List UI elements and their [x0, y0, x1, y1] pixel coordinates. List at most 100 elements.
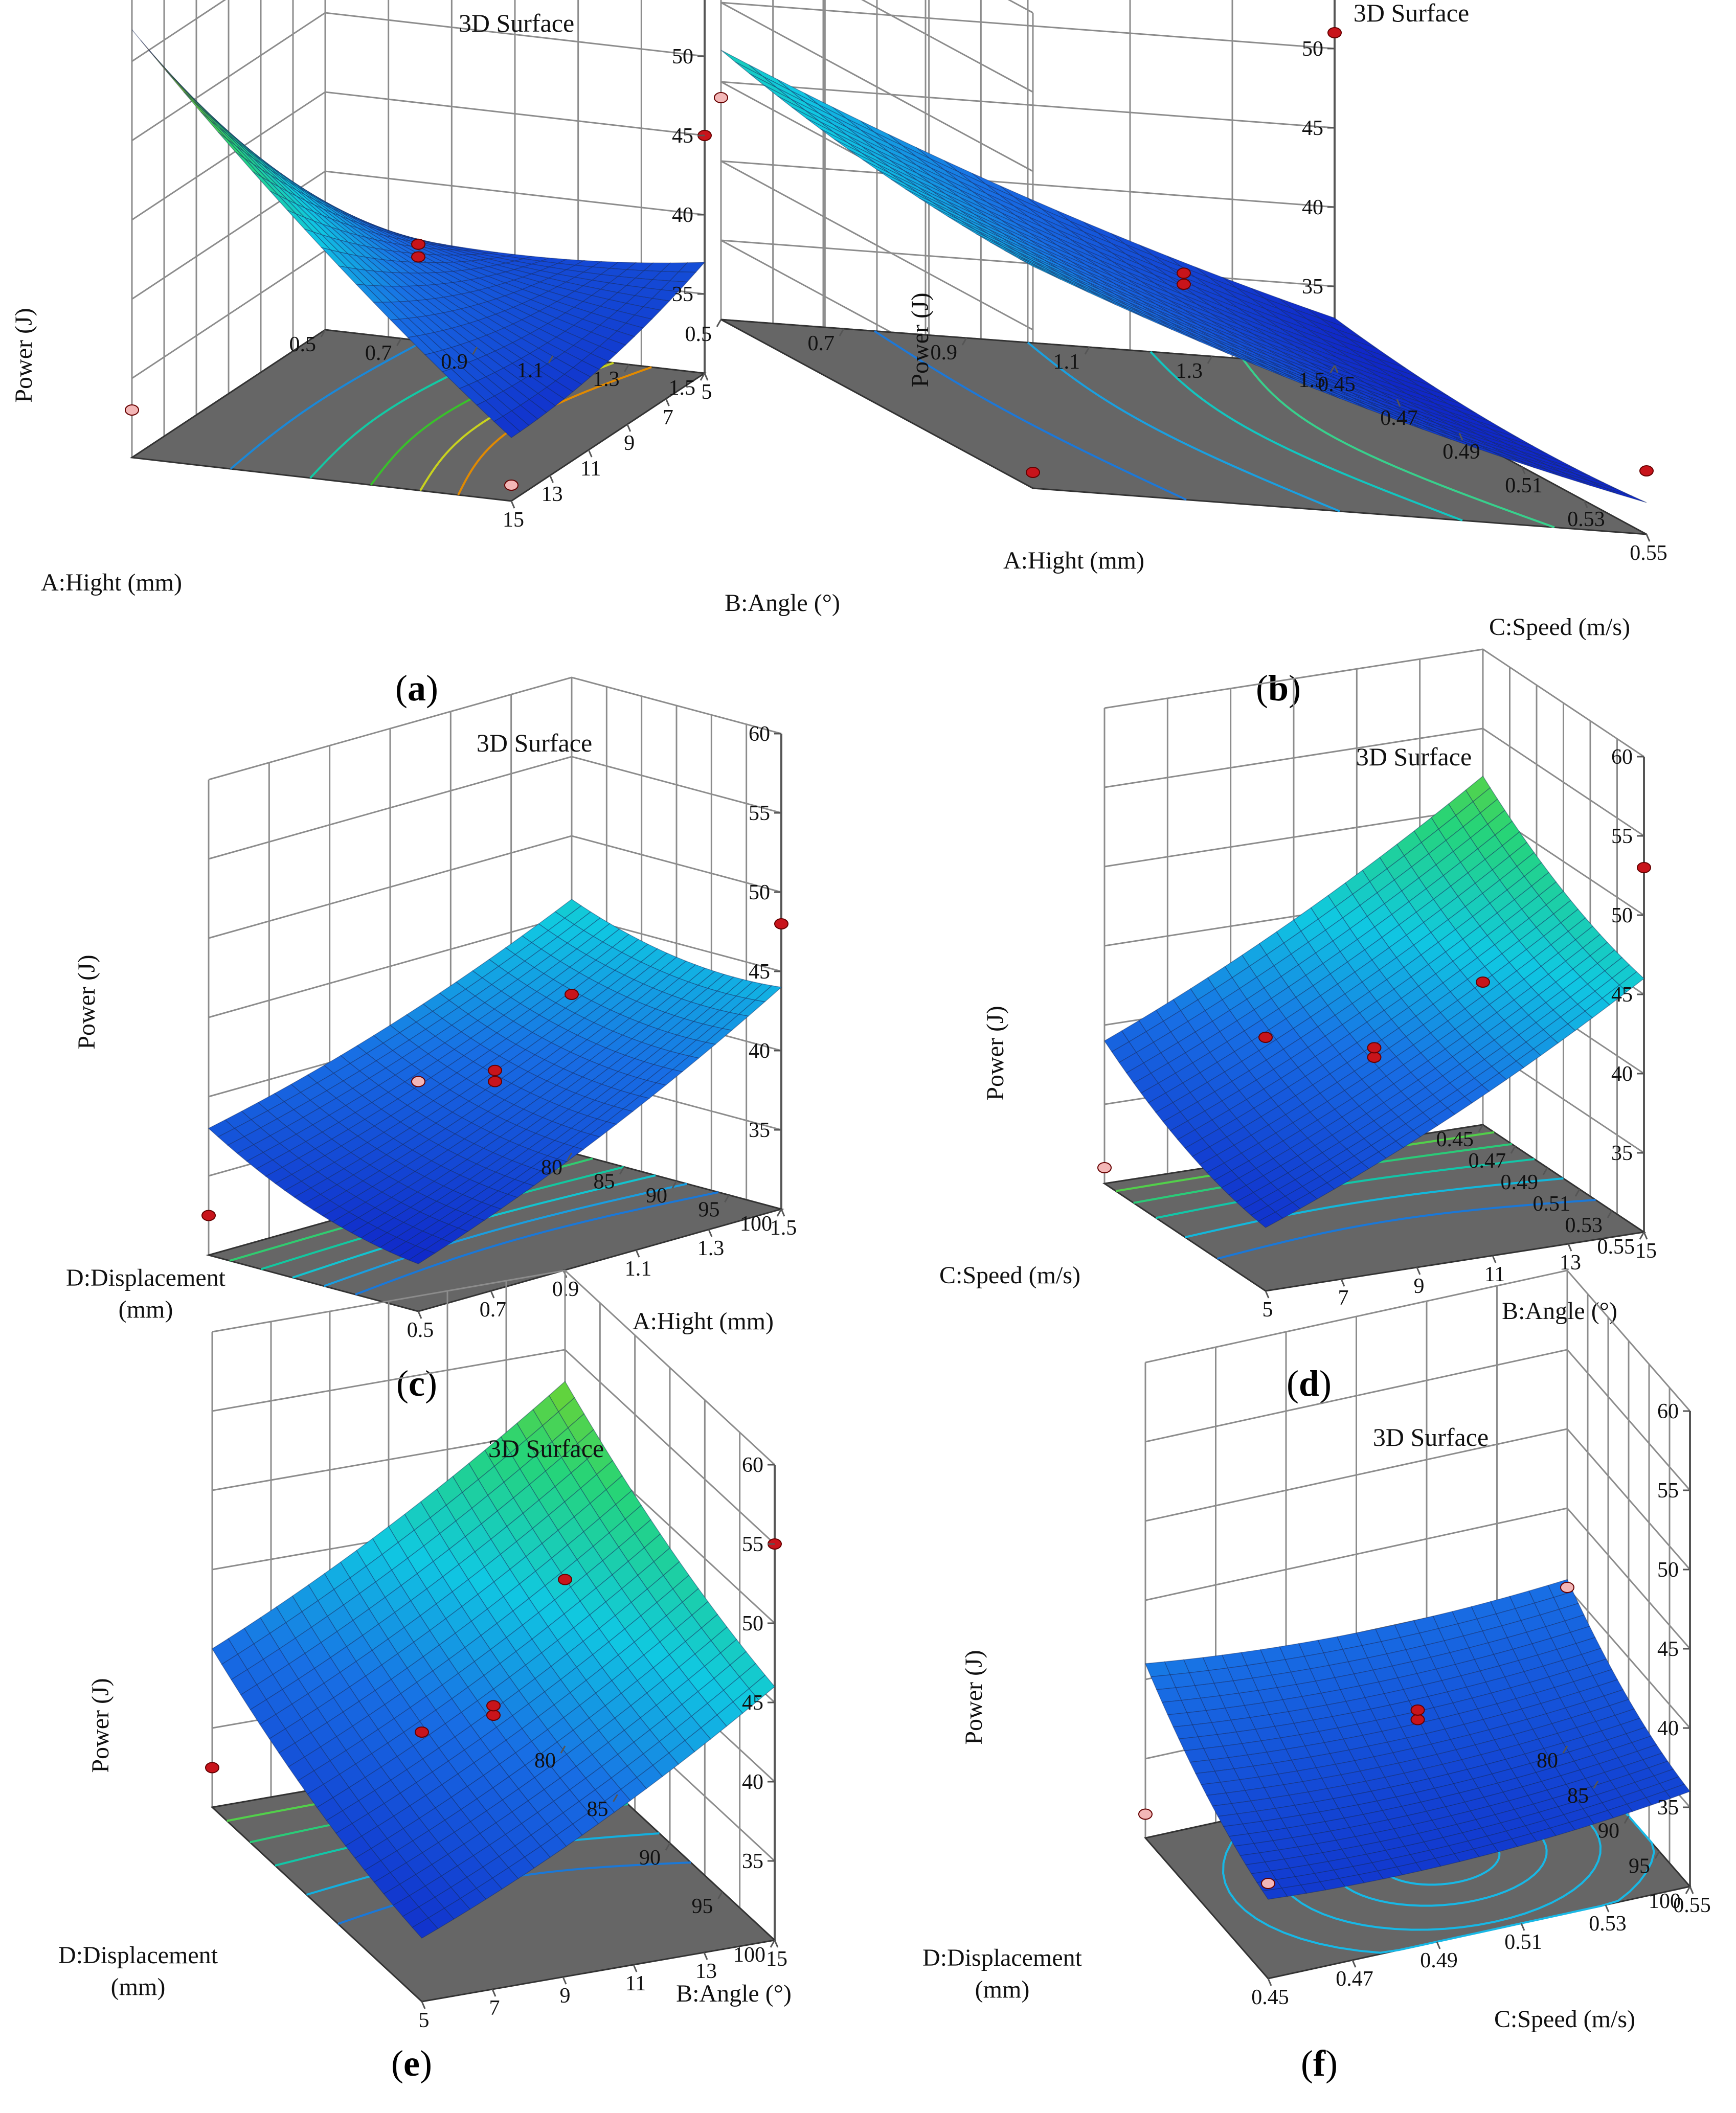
surface-cell — [1288, 1708, 1314, 1724]
surface-cell — [1386, 1064, 1412, 1084]
right-tick-mark — [1267, 1978, 1272, 1986]
left-tick-label: 95 — [692, 1895, 713, 1918]
right-tick-label: 0.49 — [1420, 1949, 1458, 1972]
design-point — [411, 251, 425, 263]
surface-cell — [1266, 1748, 1292, 1764]
surface-cell — [387, 1732, 414, 1757]
surface-cell — [316, 1797, 344, 1821]
left-tick-mark — [1593, 1781, 1599, 1789]
surface-cell — [502, 410, 530, 433]
surface-cell — [1045, 264, 1088, 287]
surface-cell — [1479, 1665, 1505, 1683]
surface-cell — [1310, 895, 1336, 920]
surface-cell — [424, 1238, 453, 1254]
surface-cell — [399, 285, 427, 301]
surface-cell — [278, 1742, 305, 1768]
surface-cell — [1378, 376, 1421, 395]
surface-cell — [667, 1018, 695, 1036]
surface-cell — [1175, 1685, 1201, 1701]
surface-cell — [588, 1801, 615, 1825]
surface-cell — [320, 246, 349, 268]
left-tick-label: 85 — [1567, 1784, 1589, 1808]
surface-cell — [1169, 300, 1212, 322]
surface-cell — [1046, 268, 1089, 290]
left-tick-label: 1.1 — [517, 359, 544, 382]
design-point — [1410, 1704, 1425, 1716]
surface-cell — [1217, 1813, 1244, 1827]
surface-cell — [690, 988, 718, 1006]
contour-line — [1027, 342, 1340, 512]
surface-cell — [819, 121, 862, 147]
response-surface — [212, 1380, 775, 1939]
surface-cell — [1377, 1866, 1403, 1879]
surface-cell — [518, 1678, 545, 1705]
surface-cell — [1394, 1620, 1420, 1638]
surface-cell — [557, 1627, 584, 1655]
surface-cell — [441, 1228, 469, 1243]
surface-cell — [642, 298, 670, 311]
left-axis-ticks: 0.5 0.7 0.9 1.1 1.3 1.5 — [685, 319, 1336, 392]
surface-cell — [615, 1490, 642, 1520]
z-tick-label: 35 — [672, 283, 693, 306]
panel-caption: (a) — [395, 668, 438, 709]
surface-cell — [685, 1627, 712, 1655]
contour-line — [355, 1191, 719, 1296]
surface-cell — [675, 1615, 702, 1642]
surface-cell — [1310, 374, 1353, 394]
left-axis-label: D:Displacement (mm) — [922, 1944, 1083, 2003]
surface-cell — [1626, 1797, 1653, 1812]
left-tick-label: 0.9 — [931, 341, 958, 365]
left-axis-ticks: 80 85 90 95 100 — [541, 1152, 782, 1236]
panel-title: 3D Surface — [488, 1434, 604, 1463]
surface-cell — [1565, 1701, 1591, 1718]
surface-cell — [403, 1615, 431, 1643]
surface-cell — [1171, 326, 1214, 347]
z-tick-label: 40 — [672, 203, 693, 227]
surface-cell — [1169, 1120, 1196, 1140]
left-tick-mark — [567, 1152, 573, 1161]
left-tick-label: 1.5 — [1299, 369, 1326, 392]
surface-cell — [1530, 1827, 1557, 1842]
left-tick-label: 85 — [587, 1798, 608, 1821]
surface-cell — [587, 1444, 614, 1475]
surface-cell — [391, 1667, 417, 1694]
right-tick-label: 15 — [766, 1947, 787, 1971]
right-tick-label: 0.55 — [1630, 541, 1667, 565]
design-point — [1026, 467, 1040, 478]
right-tick-mark — [1605, 1904, 1610, 1913]
right-tick-label: 15 — [1635, 1239, 1657, 1263]
surface-cell — [669, 1037, 697, 1054]
surface-cell — [212, 1638, 238, 1665]
surface-cell — [602, 1547, 629, 1576]
surface-cell — [253, 1135, 281, 1153]
panel-title: 3D Surface — [1354, 0, 1469, 27]
surface-cell — [1590, 481, 1633, 497]
surface-cell — [1057, 245, 1100, 268]
surface-cell — [1101, 293, 1144, 315]
surface-cell — [410, 1696, 437, 1722]
surface-cell — [693, 1007, 721, 1025]
surface-cell — [1086, 270, 1129, 293]
z-tick-label: 40 — [749, 1039, 770, 1063]
surface-cell — [413, 1077, 441, 1096]
surface-cell — [1437, 1824, 1463, 1838]
surface-cell — [1329, 1062, 1355, 1083]
design-point — [125, 404, 139, 416]
z-tick-label: 45 — [749, 960, 770, 984]
left-tick-mark — [770, 1940, 776, 1948]
surface-cell — [1523, 862, 1549, 887]
right-tick-mark — [490, 1290, 495, 1299]
z-axis-label: Power (J) — [87, 1678, 114, 1773]
surface-cell — [435, 1797, 462, 1821]
surface-cell — [494, 368, 522, 387]
surface-cell — [579, 1692, 606, 1719]
surface-cell — [1568, 1745, 1594, 1762]
surface-cell — [1431, 1739, 1457, 1755]
surface-cell — [157, 60, 185, 90]
surface-cell — [393, 1207, 421, 1223]
surface-cell — [513, 1092, 541, 1110]
surface-cell — [448, 1213, 476, 1229]
surface-cell — [480, 253, 506, 258]
surface-cell — [674, 1716, 702, 1741]
z-tick-label: 35 — [742, 1850, 763, 1873]
